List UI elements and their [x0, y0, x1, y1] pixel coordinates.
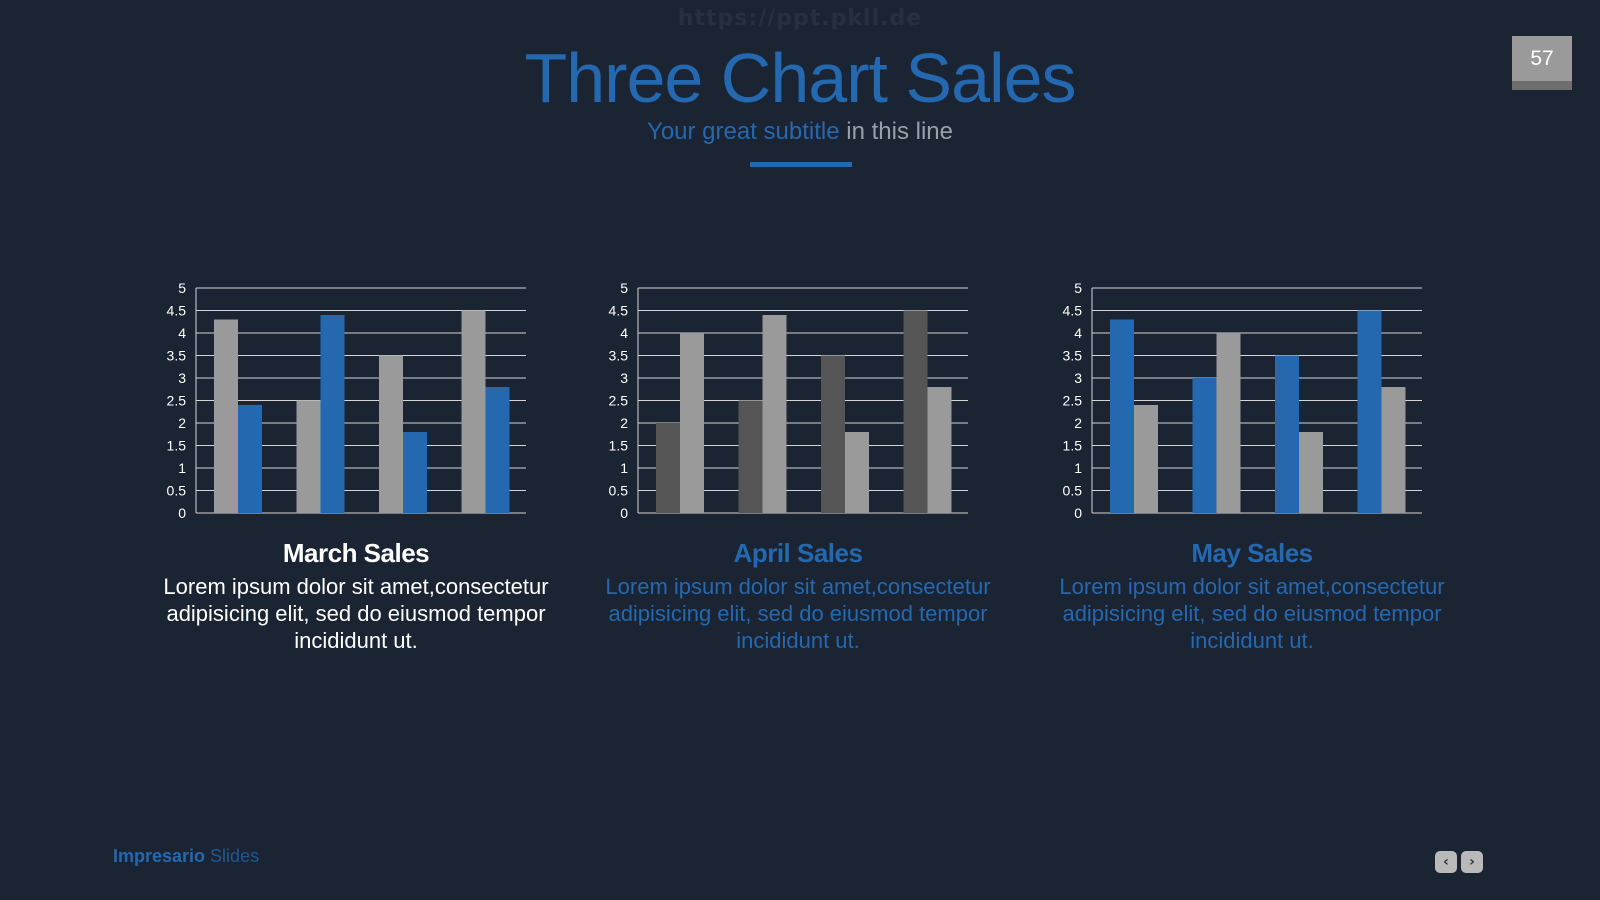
y-tick-label: 1.5: [1063, 438, 1083, 454]
title-underline: [750, 162, 852, 167]
bar: [845, 432, 869, 513]
y-tick-label: 2: [1074, 415, 1082, 431]
bar: [680, 333, 704, 513]
chart-title: May Sales: [1191, 538, 1313, 568]
bar: [379, 355, 403, 513]
bar: [903, 310, 928, 513]
y-tick-label: 0: [620, 505, 628, 521]
chart-title: March Sales: [282, 538, 430, 568]
bar: [821, 355, 845, 513]
y-tick-label: 2.5: [1063, 393, 1083, 409]
y-tick-label: 2: [178, 415, 186, 431]
page-number: 57: [1512, 36, 1572, 81]
bar: [1275, 355, 1299, 513]
y-tick-label: 4.5: [609, 303, 629, 319]
y-tick-label: 4.5: [167, 303, 187, 319]
march-chart-svg: 0 0.5 1 1.5 2 2.5 3 3.5 4 4.5 5: [167, 280, 526, 521]
y-tick-label: 3.5: [167, 348, 187, 364]
y-tick-label: 0: [178, 505, 186, 521]
bar: [1357, 310, 1382, 513]
y-tick-label: 3: [178, 370, 186, 386]
y-tick-label: 3.5: [609, 348, 629, 364]
y-tick-label: 2.5: [609, 393, 629, 409]
bar: [656, 423, 680, 513]
y-tick-label: 4: [620, 325, 628, 341]
bar: [214, 319, 238, 513]
y-tick-label: 5: [1074, 280, 1082, 296]
brand-bold: Impresario: [113, 846, 206, 866]
chart-may: 0 0.5 1 1.5 2 2.5 3 3.5 4 4.5 5 May Sales Lorem ip…: [1052, 280, 1452, 654]
brand-light: Slides: [205, 846, 260, 866]
bar: [738, 400, 763, 513]
bar: [1192, 378, 1217, 513]
bar: [403, 432, 427, 513]
bar: [1216, 333, 1241, 513]
bar: [1381, 387, 1406, 513]
y-tick-label: 4: [178, 325, 186, 341]
chevron-right-icon: ›: [1469, 854, 1475, 870]
y-tick-label: 4.5: [1063, 303, 1083, 319]
y-tick-label: 0: [1074, 505, 1082, 521]
chart-description: Lorem ipsum dolor sit amet,consectetur a…: [1059, 574, 1445, 653]
y-tick-label: 3: [620, 370, 628, 386]
bar: [927, 387, 952, 513]
bar: [1134, 405, 1158, 513]
y-tick-label: 5: [178, 280, 186, 296]
bar: [1110, 319, 1134, 513]
y-tick-label: 0.5: [167, 483, 187, 499]
footer-brand: Impresario Slides: [113, 846, 259, 867]
next-slide-button[interactable]: ›: [1461, 851, 1483, 873]
chart-march: 0 0.5 1 1.5 2 2.5 3 3.5 4 4.5 5 March Sales Lorem …: [156, 280, 556, 654]
subtitle-rest: in this line: [839, 118, 953, 145]
subtitle-highlight: Your great subtitle: [647, 118, 840, 145]
chart-caption: March Sales Lorem ipsum dolor sit amet,c…: [156, 538, 556, 654]
y-tick-label: 3: [1074, 370, 1082, 386]
y-tick-label: 1: [620, 460, 628, 476]
page-title: Three Chart Sales: [524, 39, 1076, 117]
april-chart-svg: 0 0.5 1 1.5 2 2.5 3 3.5 4 4.5 5: [609, 280, 968, 521]
chevron-left-icon: ‹: [1443, 854, 1449, 870]
y-tick-label: 0.5: [1063, 483, 1083, 499]
may-chart-svg: 0 0.5 1 1.5 2 2.5 3 3.5 4 4.5 5: [1063, 280, 1422, 521]
bar: [762, 315, 787, 513]
y-tick-label: 2: [620, 415, 628, 431]
y-tick-label: 1.5: [167, 438, 187, 454]
y-tick-label: 1: [1074, 460, 1082, 476]
bar: [461, 310, 486, 513]
bar: [320, 315, 345, 513]
bar: [238, 405, 262, 513]
chart-caption: May Sales Lorem ipsum dolor sit amet,con…: [1052, 538, 1452, 654]
chart-description: Lorem ipsum dolor sit amet,consectetur a…: [605, 574, 991, 653]
page-number-badge: 57: [1512, 36, 1572, 90]
chart-caption: April Sales Lorem ipsum dolor sit amet,c…: [598, 538, 998, 654]
y-tick-label: 0.5: [609, 483, 629, 499]
chart-april: 0 0.5 1 1.5 2 2.5 3 3.5 4 4.5 5 April Sales Lorem …: [598, 280, 998, 654]
bar: [1299, 432, 1323, 513]
y-tick-label: 1.5: [609, 438, 629, 454]
bar: [296, 400, 321, 513]
y-tick-label: 3.5: [1063, 348, 1083, 364]
prev-slide-button[interactable]: ‹: [1435, 851, 1457, 873]
bar: [485, 387, 510, 513]
y-tick-label: 2.5: [167, 393, 187, 409]
y-tick-label: 1: [178, 460, 186, 476]
slide-nav: ‹ ›: [1435, 851, 1483, 873]
page-subtitle: Your great subtitle in this line: [0, 118, 1600, 146]
chart-title: April Sales: [733, 538, 863, 568]
y-tick-label: 5: [620, 280, 628, 296]
y-tick-label: 4: [1074, 325, 1082, 341]
watermark: https://ppt.pkll.de: [677, 6, 923, 31]
chart-description: Lorem ipsum dolor sit amet,consectetur a…: [163, 574, 549, 653]
